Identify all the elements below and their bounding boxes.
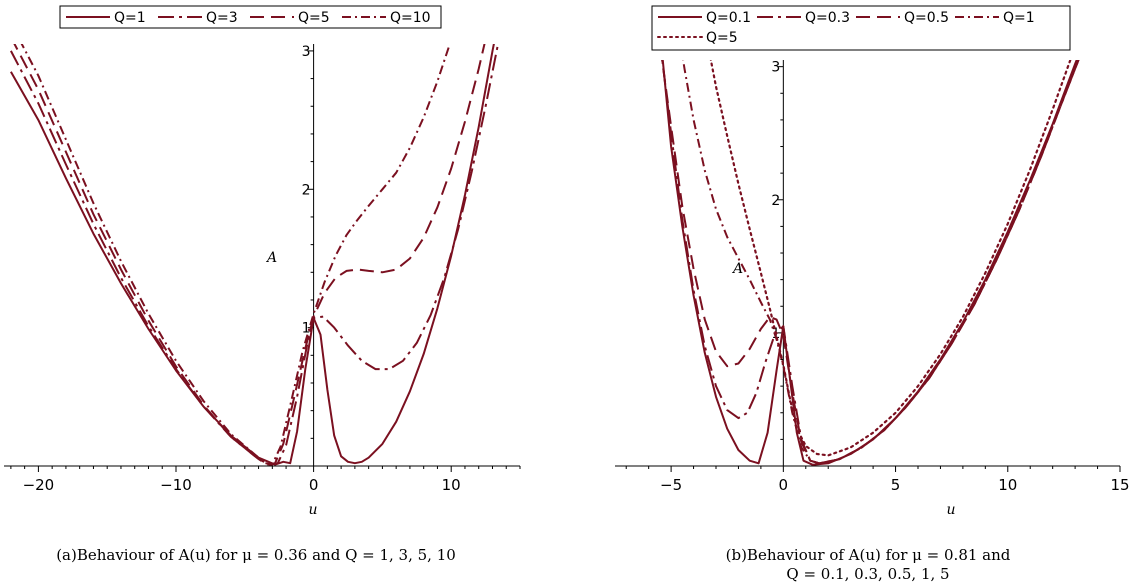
- x-tick-label: 5: [891, 476, 901, 494]
- y-tick-label: 2: [302, 182, 311, 198]
- x-axis-label: u: [946, 502, 955, 518]
- chart-panel-a: −20 −10 0 10 1 2 3 u A Q=1 Q=3 Q=5 Q=10: [4, 0, 520, 518]
- legend-label: Q=0.1: [706, 10, 751, 26]
- series-group: [658, 0, 1109, 465]
- series-line-q-5: [707, 0, 1098, 455]
- legend-label: Q=1: [1003, 10, 1035, 26]
- x-tick-label: −5: [660, 476, 682, 494]
- x-tick-label: 10: [442, 476, 461, 494]
- x-tick-label: 0: [309, 476, 319, 494]
- caption-b: (b)Behaviour of A(u) for μ = 0.81 and Q =…: [600, 546, 1136, 584]
- legend: Q=0.1 Q=0.3 Q=0.5 Q=1 Q=5: [652, 6, 1070, 50]
- y-tick-label: 1: [302, 321, 311, 337]
- x-tick-label: 15: [1110, 476, 1129, 494]
- legend-label: Q=0.3: [805, 10, 850, 26]
- series-line-q-10: [11, 0, 465, 465]
- legend-label: Q=0.5: [904, 10, 949, 26]
- series-line-q-1: [678, 0, 1109, 463]
- x-tick-label: −10: [160, 476, 192, 494]
- series-line-q-0-3: [660, 0, 1109, 463]
- y-axis-label: A: [731, 261, 743, 277]
- y-axis-label: A: [265, 250, 277, 266]
- y-tick-label: 3: [771, 60, 780, 76]
- caption-a: (a)Behaviour of A(u) for μ = 0.36 and Q …: [0, 546, 512, 565]
- x-tick-label: 0: [779, 476, 789, 494]
- y-tick-label: 3: [302, 44, 311, 60]
- legend: Q=1 Q=3 Q=5 Q=10: [60, 6, 441, 28]
- series-line-q-3: [11, 0, 513, 465]
- legend-label: Q=5: [706, 30, 738, 46]
- series-line-q-1: [11, 0, 506, 465]
- y-tick-label: 2: [771, 193, 780, 209]
- series-group: [11, 0, 513, 465]
- x-tick-label: −20: [23, 476, 55, 494]
- x-axis-label: u: [308, 502, 317, 518]
- legend-label: Q=3: [206, 10, 238, 26]
- legend-label: Q=1: [114, 10, 146, 26]
- legend-label: Q=10: [390, 10, 431, 26]
- legend-label: Q=5: [298, 10, 330, 26]
- series-line-q-5: [11, 0, 506, 465]
- x-tick-label: 10: [998, 476, 1017, 494]
